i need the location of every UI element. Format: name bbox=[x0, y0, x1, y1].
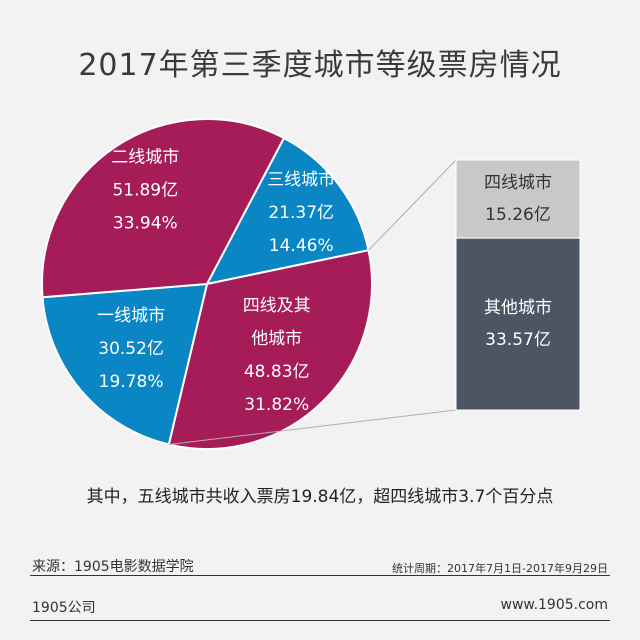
slice-name-0-0: 三线城市 bbox=[267, 170, 335, 190]
slice-percent-2: 19.78% bbox=[99, 372, 164, 392]
chart-title: 2017年第三季度城市等级票房情况 bbox=[78, 48, 562, 83]
slice-name-1-0: 四线及其 bbox=[243, 296, 311, 316]
company-text: 1905公司 bbox=[32, 600, 96, 616]
pie-slice-2 bbox=[41, 282, 209, 446]
slice-percent-0: 14.46% bbox=[269, 236, 334, 256]
breakdown-name-1: 其他城市 bbox=[484, 298, 552, 318]
pie-slice-0 bbox=[205, 136, 370, 286]
breakdown-value-1: 33.57亿 bbox=[485, 330, 551, 350]
period-text: 统计周期：2017年7月1日-2017年9月29日 bbox=[392, 562, 608, 575]
breakdown-bar-0 bbox=[455, 159, 581, 239]
source-text: 来源：1905电影数据学院 bbox=[32, 559, 194, 575]
slice-value-3: 51.89亿 bbox=[112, 181, 178, 201]
pie-slice-1 bbox=[167, 249, 373, 450]
breakdown-value-0: 15.26亿 bbox=[485, 205, 551, 225]
slice-value-0: 21.37亿 bbox=[268, 203, 334, 223]
chart-note: 其中，五线城市共收入票房19.84亿，超四线城市3.7个百分点 bbox=[86, 487, 554, 507]
slice-percent-1: 31.82% bbox=[244, 395, 309, 415]
connector-line-bottom bbox=[168, 409, 457, 446]
breakdown-name-0: 四线城市 bbox=[484, 173, 552, 193]
slice-percent-3: 33.94% bbox=[113, 214, 178, 234]
pie-slice-3 bbox=[41, 118, 286, 299]
slice-value-2: 30.52亿 bbox=[98, 339, 164, 359]
breakdown-bar-1 bbox=[455, 237, 581, 411]
website-text: www.1905.com bbox=[500, 597, 609, 613]
footer-divider-top bbox=[30, 575, 610, 576]
footer-divider-bottom bbox=[30, 620, 610, 621]
slice-value-1: 48.83亿 bbox=[244, 362, 310, 382]
slice-name-2-0: 一线城市 bbox=[97, 306, 165, 326]
connector-line-top bbox=[368, 159, 457, 251]
slice-name-1-1: 他城市 bbox=[251, 329, 302, 349]
slice-name-3-0: 二线城市 bbox=[111, 148, 179, 168]
